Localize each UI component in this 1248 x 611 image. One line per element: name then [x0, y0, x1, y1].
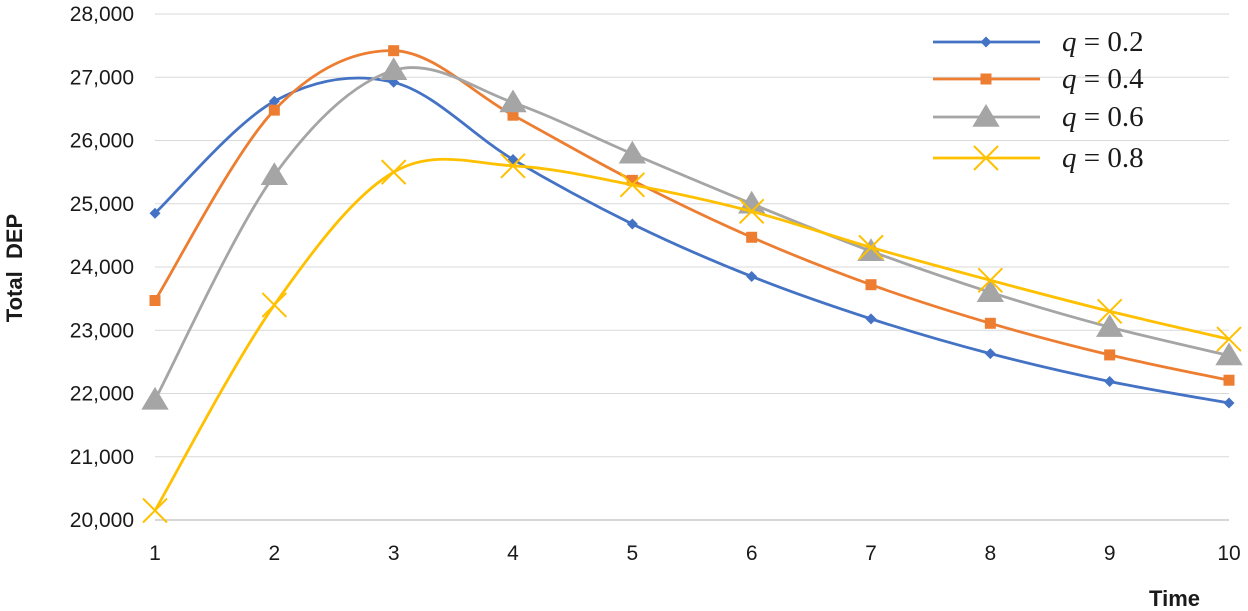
data-point-x	[142, 497, 168, 524]
data-point-x	[1216, 326, 1242, 352]
series-line	[153, 66, 1231, 402]
data-point-triangle	[1215, 342, 1243, 366]
data-point-triangle	[618, 140, 646, 164]
data-point-diamond	[626, 218, 638, 230]
data-point-diamond	[1104, 375, 1116, 387]
y-tick-label: 23,000	[70, 319, 134, 342]
series-line	[153, 76, 1231, 405]
legend-variable: q	[1062, 63, 1077, 95]
data-point-triangle	[141, 386, 169, 410]
y-tick-label: 27,000	[70, 66, 134, 89]
series-q-04	[149, 45, 1235, 386]
legend-label: q = 0.6	[1062, 101, 1144, 133]
legend-entry: q = 0.6	[933, 101, 1144, 133]
legend-value: = 0.6	[1077, 101, 1144, 133]
series-q-08	[142, 153, 1242, 524]
x-axis-title: Time	[1149, 586, 1200, 611]
legend-entry: q = 0.2	[933, 26, 1144, 58]
data-point-triangle	[260, 162, 288, 186]
x-tick-label: 6	[746, 542, 758, 565]
legend-value: = 0.4	[1077, 63, 1145, 95]
data-point-square	[626, 174, 638, 186]
data-point-triangle	[1096, 314, 1124, 337]
legend-variable: q	[1062, 101, 1077, 133]
x-tick-label: 2	[268, 542, 280, 565]
legend-label: q = 0.4	[1062, 63, 1144, 95]
data-point-x	[1096, 298, 1123, 324]
y-tick-label: 21,000	[70, 446, 134, 469]
legend-value: = 0.8	[1077, 142, 1144, 174]
series-layer	[141, 45, 1243, 524]
legend-label: q = 0.2	[1062, 26, 1144, 58]
data-point-triangle	[972, 104, 1000, 127]
x-tick-label: 3	[388, 542, 400, 565]
data-point-diamond	[746, 270, 758, 282]
data-point-x	[380, 159, 407, 185]
data-point-square	[1104, 349, 1116, 361]
data-point-square	[865, 279, 877, 291]
data-point-square	[268, 104, 280, 116]
legend-value: = 0.2	[1077, 26, 1144, 58]
data-point-diamond	[984, 348, 996, 360]
series-q-06	[141, 57, 1243, 410]
y-tick-label: 22,000	[70, 383, 134, 406]
y-tick-label: 24,000	[70, 256, 134, 279]
data-point-x	[858, 234, 884, 261]
data-point-triangle	[976, 279, 1004, 303]
data-point-x	[619, 172, 646, 198]
y-tick-label: 20,000	[70, 509, 134, 532]
data-point-x	[973, 145, 999, 171]
series-line	[153, 49, 1231, 382]
y-axis-title: Total DEP	[2, 214, 27, 322]
x-axis-ticks: 1 2 3 4 5 6 7 8 9 10	[149, 542, 1241, 565]
y-axis-ticks: 20,000 21,000 22,000 23,000 24,000 25,000 26,0…	[70, 3, 134, 532]
y-tick-label: 26,000	[70, 130, 134, 153]
data-point-x	[977, 267, 1004, 293]
gridlines	[155, 13, 1229, 521]
data-point-x	[500, 153, 526, 179]
data-point-diamond	[1223, 397, 1235, 409]
x-tick-label: 1	[149, 542, 161, 565]
data-point-triangle	[499, 89, 527, 113]
data-point-square	[980, 73, 992, 85]
data-point-square	[746, 231, 758, 243]
data-point-x	[261, 292, 288, 318]
data-point-square	[388, 45, 400, 57]
data-point-x	[738, 198, 765, 225]
data-point-square	[149, 295, 161, 307]
data-point-diamond	[268, 95, 280, 107]
data-point-square	[1223, 374, 1235, 386]
legend-variable: q	[1062, 26, 1077, 58]
x-tick-label: 5	[626, 542, 638, 565]
series-q-02	[149, 76, 1235, 409]
legend-entry: q = 0.4	[933, 63, 1144, 95]
data-point-triangle	[380, 57, 408, 81]
data-point-square	[984, 317, 996, 329]
data-point-diamond	[865, 313, 877, 325]
x-tick-label: 8	[984, 542, 996, 565]
data-point-square	[507, 109, 519, 121]
y-tick-label: 28,000	[70, 3, 134, 26]
legend-label: q = 0.8	[1062, 142, 1144, 174]
series-line	[153, 157, 1231, 512]
data-point-diamond	[149, 207, 161, 219]
x-tick-label: 7	[865, 542, 877, 565]
x-tick-label: 4	[507, 542, 519, 565]
legend: q = 0.2q = 0.4q = 0.6q = 0.8	[933, 26, 1144, 174]
y-tick-label: 25,000	[70, 193, 134, 216]
legend-variable: q	[1062, 142, 1077, 174]
x-tick-label: 9	[1104, 542, 1116, 565]
data-point-diamond	[980, 36, 992, 48]
data-point-triangle	[738, 190, 766, 214]
legend-entry: q = 0.8	[933, 142, 1144, 174]
x-tick-label: 10	[1217, 542, 1240, 565]
